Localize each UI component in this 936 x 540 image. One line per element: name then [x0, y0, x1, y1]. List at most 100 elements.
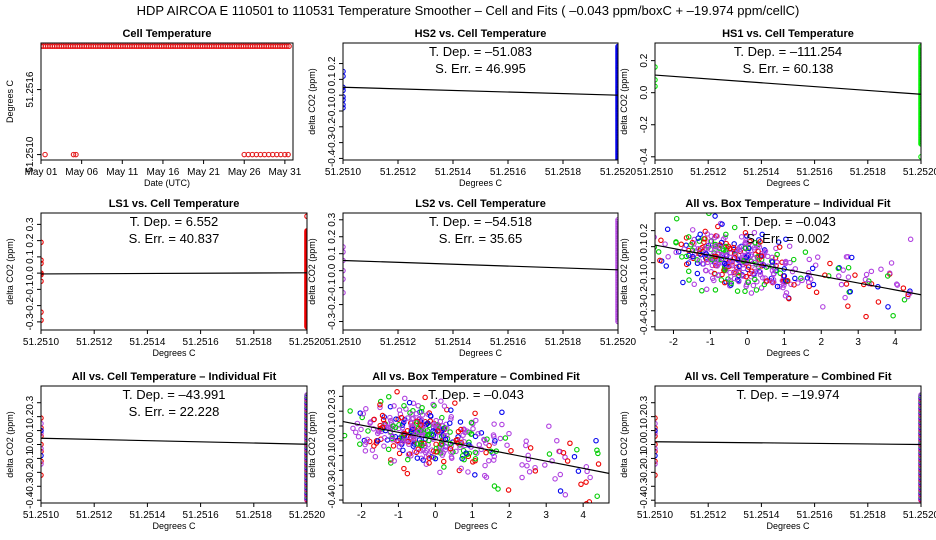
- data-point: [438, 398, 444, 404]
- data-point: [433, 449, 439, 455]
- x-tick-label: 51.2518: [236, 337, 273, 348]
- data-point: [389, 433, 396, 439]
- x-axis-label: Degrees C: [459, 178, 503, 188]
- data-point: [707, 238, 714, 245]
- y-tick-label: -0.2: [25, 463, 36, 481]
- data-point: [567, 440, 573, 446]
- data-point: [751, 229, 758, 236]
- data-point: [712, 287, 719, 293]
- data-point: [478, 430, 485, 436]
- data-point: [343, 94, 346, 100]
- data-point: [715, 223, 721, 230]
- data-point: [41, 445, 44, 452]
- plot-data: [655, 213, 921, 320]
- x-tick-label: 51.2514: [743, 510, 780, 521]
- y-tick-label: 0.1: [25, 423, 36, 437]
- plot-frame: [342, 212, 619, 331]
- data-point: [364, 436, 371, 443]
- plot-data: [343, 389, 609, 503]
- data-point: [438, 441, 445, 447]
- x-tick-label: 51.2512: [380, 167, 417, 178]
- data-point: [452, 400, 458, 406]
- data-point: [845, 274, 852, 280]
- data-point: [468, 431, 474, 437]
- stat-annotation: T. Dep. = –51.083: [429, 44, 532, 59]
- plot-frame: [342, 42, 619, 161]
- panel-title: LS1 vs. Cell Temperature: [109, 198, 240, 210]
- data-point: [343, 105, 346, 111]
- panel-title: HS2 vs. Cell Temperature: [415, 28, 547, 40]
- data-point: [447, 420, 453, 426]
- data-point: [595, 450, 601, 457]
- x-tick-label: May 16: [147, 167, 180, 178]
- data-point: [437, 469, 443, 476]
- stat-annotation: T. Dep. = –19.974: [737, 387, 840, 402]
- data-point: [750, 282, 757, 289]
- y-tick-label: 0.0: [639, 255, 650, 269]
- data-point: [878, 266, 884, 272]
- data-point: [784, 278, 791, 284]
- data-point: [655, 433, 658, 439]
- x-tick-label: 51.2512: [690, 167, 727, 178]
- data-point: [497, 435, 504, 442]
- data-point: [556, 448, 562, 455]
- y-tick-label: 0.0: [327, 433, 338, 447]
- data-point: [875, 299, 882, 305]
- data-point: [419, 442, 425, 449]
- data-point: [441, 458, 447, 465]
- x-tick-label: 51.2510: [23, 510, 60, 521]
- data-point: [447, 429, 453, 435]
- y-tick-label: -0.2: [327, 296, 338, 314]
- data-point: [491, 421, 497, 427]
- y-tick-label: 0.1: [327, 246, 338, 260]
- data-point: [357, 410, 363, 416]
- data-point: [527, 445, 534, 451]
- y-axis-label: delta CO2 (ppm): [619, 68, 629, 135]
- data-point: [443, 443, 449, 450]
- data-point: [523, 438, 529, 444]
- data-point: [41, 433, 44, 439]
- y-tick-label: -0.3: [327, 312, 338, 330]
- data-point: [718, 277, 725, 283]
- y-axis-label: delta CO2 (ppm): [619, 238, 629, 305]
- data-point: [358, 426, 364, 433]
- stat-annotation: T. Dep. = –0.043: [428, 387, 524, 402]
- plot-data: [655, 392, 921, 503]
- fit-line: [343, 259, 618, 271]
- x-tick-label: -1: [706, 337, 715, 348]
- panel-grid: Cell Temperature May 01 May 06 May 11 May 16…: [5, 28, 936, 531]
- data-point: [284, 43, 290, 49]
- x-tick-label: 51.2512: [76, 510, 113, 521]
- stat-annotation: T. Dep. = –43.991: [123, 387, 226, 402]
- data-point: [757, 239, 763, 245]
- data-point: [343, 68, 346, 75]
- data-point: [557, 488, 564, 494]
- x-tick-label: 4: [580, 510, 586, 521]
- x-tick-label: 51.2518: [545, 167, 582, 178]
- data-point: [472, 433, 479, 440]
- data-point: [712, 213, 718, 219]
- y-tick-label: -0.2: [639, 116, 650, 134]
- data-point: [783, 236, 789, 242]
- y-tick-label: 0.2: [25, 233, 36, 247]
- data-point: [449, 455, 455, 461]
- data-point: [435, 428, 441, 434]
- data-point: [688, 241, 694, 248]
- y-tick-label: 0.3: [25, 395, 36, 409]
- data-point: [745, 279, 752, 285]
- data-point: [505, 487, 512, 493]
- data-point: [546, 423, 552, 429]
- x-tick-label: 51.2512: [690, 510, 727, 521]
- data-point: [437, 418, 444, 425]
- data-point: [743, 238, 749, 244]
- x-tick-label: -1: [394, 510, 403, 521]
- data-point: [482, 462, 488, 469]
- x-tick-label: 51.2520: [289, 510, 326, 521]
- x-tick-label: 1: [782, 337, 788, 348]
- x-tick-label: 51.2520: [600, 167, 637, 178]
- data-point: [655, 249, 662, 255]
- data-point: [504, 442, 510, 448]
- data-point: [457, 419, 464, 425]
- data-point: [448, 407, 454, 413]
